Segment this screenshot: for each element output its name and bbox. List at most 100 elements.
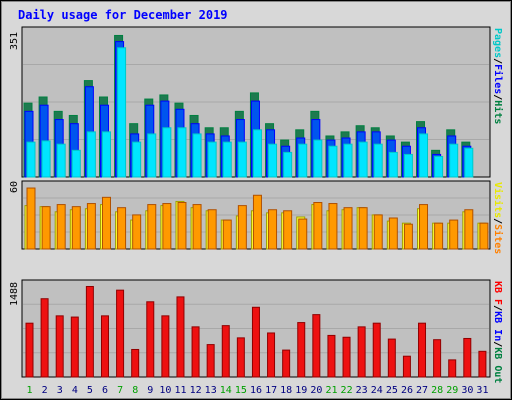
x-tick-label: 10 bbox=[159, 385, 171, 396]
legend-hits-files-pages-item: / bbox=[492, 94, 503, 100]
bar-sites bbox=[237, 205, 247, 250]
legend-hits-files-pages-item: Files bbox=[492, 64, 504, 94]
bar-kb-f bbox=[25, 322, 34, 378]
bar-kb-f bbox=[221, 325, 230, 378]
bar-kb-f bbox=[402, 355, 411, 378]
x-tick-label: 21 bbox=[325, 385, 337, 396]
legend-kbytes-item: / bbox=[492, 341, 503, 347]
bar-sites bbox=[373, 214, 383, 250]
bar-pages bbox=[192, 133, 202, 178]
bar-pages bbox=[313, 139, 323, 178]
bar-kb-f bbox=[116, 289, 125, 378]
bar-pages bbox=[237, 141, 247, 178]
bar-kb-f bbox=[478, 350, 487, 378]
legend-kbytes: KB F/KB In/KB Out bbox=[492, 281, 503, 383]
x-tick-label: 13 bbox=[205, 385, 217, 396]
bar-kb-f bbox=[236, 337, 245, 378]
x-tick-label: 19 bbox=[295, 385, 307, 396]
x-tick-label: 15 bbox=[235, 385, 247, 396]
bar-kb-f bbox=[342, 336, 351, 378]
x-tick-label: 14 bbox=[220, 385, 232, 396]
bar-pages bbox=[403, 153, 413, 178]
bar-kb-f bbox=[70, 316, 79, 378]
bar-pages bbox=[71, 149, 81, 178]
bar-kb-f bbox=[161, 315, 170, 378]
bar-pages bbox=[132, 141, 142, 178]
bar-sites bbox=[132, 214, 142, 250]
bar-sites bbox=[328, 203, 338, 250]
legend-visits-sites-item: Sites bbox=[492, 224, 504, 254]
bar-sites bbox=[101, 196, 111, 250]
x-tick-label: 18 bbox=[280, 385, 292, 396]
x-tick-label: 24 bbox=[371, 385, 383, 396]
chart-bars bbox=[23, 34, 489, 378]
bar-sites bbox=[313, 202, 323, 250]
bar-sites bbox=[117, 207, 127, 250]
bar-pages bbox=[358, 141, 368, 178]
bar-pages bbox=[373, 143, 383, 178]
legend-hits-files-pages: Pages/Files/Hits bbox=[492, 28, 504, 124]
bar-sites bbox=[298, 218, 308, 250]
bar-sites bbox=[71, 206, 81, 250]
x-tick-label: 2 bbox=[42, 385, 48, 396]
x-tick-label: 9 bbox=[147, 385, 153, 396]
bar-sites bbox=[283, 210, 293, 250]
x-tick-label: 29 bbox=[446, 385, 458, 396]
legend-kbytes-item: / bbox=[492, 305, 503, 311]
x-tick-label: 3 bbox=[57, 385, 63, 396]
bar-kb-f bbox=[40, 298, 49, 378]
bar-sites bbox=[41, 206, 51, 250]
bar-pages bbox=[268, 143, 278, 178]
bar-sites bbox=[388, 217, 398, 250]
bar-sites bbox=[207, 209, 217, 250]
bar-sites bbox=[449, 219, 459, 250]
bar-pages bbox=[434, 155, 444, 178]
x-tick-label: 27 bbox=[416, 385, 428, 396]
bar-sites bbox=[252, 194, 262, 250]
legend-hits-files-pages-item: / bbox=[492, 58, 503, 64]
bar-kb-f bbox=[418, 322, 427, 378]
bar-sites bbox=[177, 202, 187, 250]
bar-sites bbox=[343, 207, 353, 250]
bar-pages bbox=[464, 147, 474, 178]
bar-pages bbox=[328, 145, 338, 178]
bar-sites bbox=[192, 204, 202, 250]
x-tick-label: 11 bbox=[174, 385, 186, 396]
x-tick-label: 30 bbox=[461, 385, 473, 396]
x-tick-label: 12 bbox=[190, 385, 202, 396]
legend-hits-files-pages-item: Hits bbox=[492, 100, 504, 124]
x-tick-label: 17 bbox=[265, 385, 277, 396]
legend-visits-sites: Visits/Sites bbox=[492, 182, 504, 254]
bar-kb-f bbox=[131, 348, 140, 378]
bar-kb-f bbox=[433, 339, 442, 378]
x-tick-label: 6 bbox=[102, 385, 108, 396]
bar-sites bbox=[268, 209, 278, 250]
x-tick-label: 31 bbox=[476, 385, 488, 396]
bar-kb-f bbox=[387, 338, 396, 378]
legend-kbytes-item: KB Out bbox=[492, 347, 503, 383]
bar-sites bbox=[147, 204, 157, 250]
chart-title: Daily usage for December 2019 bbox=[18, 8, 228, 22]
bar-sites bbox=[26, 187, 36, 250]
x-tick-label: 23 bbox=[356, 385, 368, 396]
bar-kb-f bbox=[206, 344, 215, 378]
bar-sites bbox=[479, 222, 489, 250]
bar-sites bbox=[222, 219, 232, 250]
legend-hits-files-pages-item: Pages bbox=[492, 28, 503, 58]
bar-pages bbox=[298, 143, 308, 178]
bar-kb-f bbox=[448, 359, 457, 378]
x-tick-label: 28 bbox=[431, 385, 443, 396]
bar-kb-f bbox=[297, 322, 306, 378]
bar-sites bbox=[162, 203, 172, 250]
panel1-max-label: 351 bbox=[9, 32, 20, 50]
bar-pages bbox=[343, 143, 353, 178]
bar-pages bbox=[388, 151, 398, 178]
x-tick-label: 26 bbox=[401, 385, 413, 396]
bar-pages bbox=[56, 143, 66, 178]
bar-kb-f bbox=[146, 301, 155, 378]
bar-pages bbox=[222, 141, 232, 178]
bar-sites bbox=[464, 209, 474, 250]
x-tick-label: 25 bbox=[386, 385, 398, 396]
x-tick-label: 8 bbox=[132, 385, 138, 396]
